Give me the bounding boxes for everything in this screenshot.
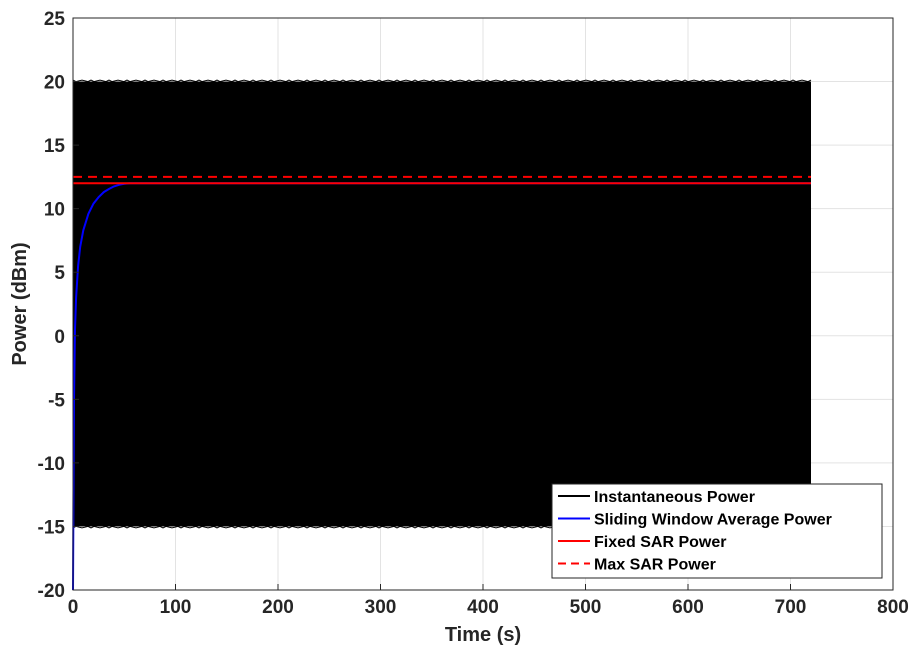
y-tick-label: 10 [44, 200, 65, 221]
legend-entry: Instantaneous Power [594, 489, 755, 506]
y-tick-label: 15 [44, 136, 66, 157]
series-instantaneous-power-top-edge [72, 79, 812, 83]
x-tick-label: 500 [570, 597, 602, 618]
x-tick-label: 400 [467, 597, 499, 618]
x-tick-label: 700 [775, 597, 807, 618]
y-tick-label: 5 [54, 263, 65, 284]
x-tick-label: 200 [262, 597, 294, 618]
y-tick-label: -5 [48, 390, 65, 411]
y-tick-label: 25 [44, 9, 66, 30]
x-axis-label: Time (s) [445, 624, 521, 646]
axis-ticks: 0 100 200 300 400 500 600 700 800 -20 -15 -10 -5 0 5 10… [38, 9, 909, 618]
x-tick-label: 800 [877, 597, 909, 618]
x-tick-label: 100 [160, 597, 192, 618]
y-tick-label: -15 [38, 517, 66, 538]
legend-entry: Sliding Window Average Power [594, 512, 832, 529]
plot-series [72, 79, 812, 591]
legend-entry: Fixed SAR Power [594, 534, 726, 551]
y-tick-label: 20 [44, 73, 65, 94]
x-tick-label: 0 [68, 597, 79, 618]
x-tick-label: 600 [672, 597, 704, 618]
y-tick-label: 0 [54, 327, 65, 348]
legend: Instantaneous Power Sliding Window Averag… [551, 483, 883, 579]
series-instantaneous-power-band [73, 81, 811, 527]
x-tick-label: 300 [365, 597, 397, 618]
y-axis-label: Power (dBm) [9, 242, 31, 365]
legend-box [551, 483, 883, 579]
y-tick-label: -20 [38, 581, 65, 602]
legend-entry: Max SAR Power [594, 557, 716, 574]
y-tick-label: -10 [38, 454, 65, 475]
